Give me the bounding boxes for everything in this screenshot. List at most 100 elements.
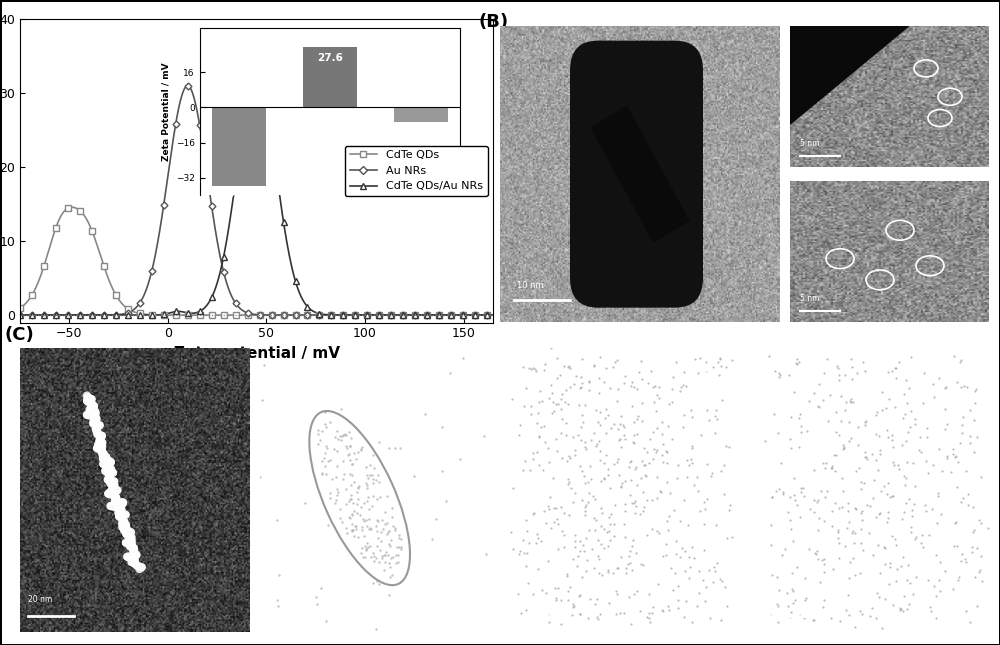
Point xyxy=(792,409,808,419)
Point xyxy=(925,379,941,390)
Point xyxy=(610,563,626,573)
Point xyxy=(545,397,561,407)
Point xyxy=(766,409,782,419)
Point xyxy=(313,583,329,593)
Point xyxy=(676,366,692,377)
Point xyxy=(873,486,889,496)
Point xyxy=(907,534,923,544)
Point xyxy=(583,474,599,484)
Point xyxy=(560,474,576,484)
Point xyxy=(336,430,352,441)
Point xyxy=(617,434,633,444)
Point xyxy=(322,493,338,504)
Point xyxy=(586,361,602,372)
Point xyxy=(392,442,408,453)
Point xyxy=(801,544,817,554)
Point xyxy=(841,417,857,427)
Point xyxy=(594,570,610,580)
Point xyxy=(269,595,285,605)
Point xyxy=(937,424,953,434)
Point xyxy=(560,586,576,596)
Point xyxy=(591,388,607,399)
Point xyxy=(791,442,807,452)
Point xyxy=(962,431,978,441)
Point xyxy=(852,568,868,579)
Point xyxy=(580,613,596,623)
Point xyxy=(857,417,873,428)
Point xyxy=(884,530,900,541)
Point xyxy=(377,550,393,560)
Point xyxy=(606,419,622,429)
Point xyxy=(635,560,651,570)
Point xyxy=(645,454,661,464)
Point xyxy=(871,509,887,519)
Point xyxy=(842,557,858,567)
Point xyxy=(525,362,541,373)
Point xyxy=(899,398,915,408)
Point xyxy=(854,515,870,525)
Point xyxy=(642,617,658,627)
Point xyxy=(487,508,503,519)
Point xyxy=(670,460,686,470)
Point xyxy=(613,482,629,492)
Point xyxy=(623,381,639,392)
Point xyxy=(592,352,608,362)
Point xyxy=(692,506,708,517)
Point xyxy=(600,470,616,481)
Point xyxy=(886,460,902,470)
Point xyxy=(892,604,908,615)
Point xyxy=(810,554,826,564)
Point xyxy=(559,569,575,579)
Point xyxy=(974,575,990,586)
Point xyxy=(824,461,840,471)
Point xyxy=(850,440,866,450)
Point xyxy=(354,524,370,535)
Point xyxy=(360,472,376,482)
Point xyxy=(901,382,917,393)
Point xyxy=(853,508,869,519)
Point xyxy=(705,577,721,587)
Point xyxy=(969,542,985,553)
Point xyxy=(562,362,578,373)
Point xyxy=(757,435,773,446)
Point xyxy=(673,382,689,393)
Point xyxy=(565,599,581,609)
Point xyxy=(928,613,944,623)
Point xyxy=(665,372,681,382)
Point xyxy=(593,476,609,486)
Point xyxy=(797,573,813,583)
Point xyxy=(882,562,898,572)
Point xyxy=(350,447,366,457)
Point xyxy=(393,542,409,552)
Point xyxy=(713,466,729,477)
Point xyxy=(344,519,360,529)
Point xyxy=(709,558,725,568)
Point xyxy=(874,622,890,633)
Point xyxy=(937,566,953,576)
Point xyxy=(523,364,539,374)
Point xyxy=(954,420,970,430)
Point xyxy=(684,443,700,453)
Point xyxy=(649,422,665,433)
Point xyxy=(699,493,715,504)
Point xyxy=(357,541,373,551)
Point xyxy=(887,362,903,373)
Point xyxy=(338,484,354,494)
Point xyxy=(350,494,366,504)
Point xyxy=(844,362,860,372)
Point xyxy=(668,548,684,559)
Point xyxy=(334,517,350,527)
Point xyxy=(585,490,601,501)
Point xyxy=(907,414,923,424)
Point xyxy=(520,577,536,588)
Point xyxy=(972,565,988,575)
Point xyxy=(553,502,569,512)
Point xyxy=(858,451,874,462)
Point xyxy=(954,550,970,560)
Point xyxy=(774,550,790,561)
Point xyxy=(706,562,722,572)
Point xyxy=(637,470,653,481)
Point xyxy=(359,543,375,553)
Point xyxy=(353,445,369,455)
Point xyxy=(817,463,833,473)
